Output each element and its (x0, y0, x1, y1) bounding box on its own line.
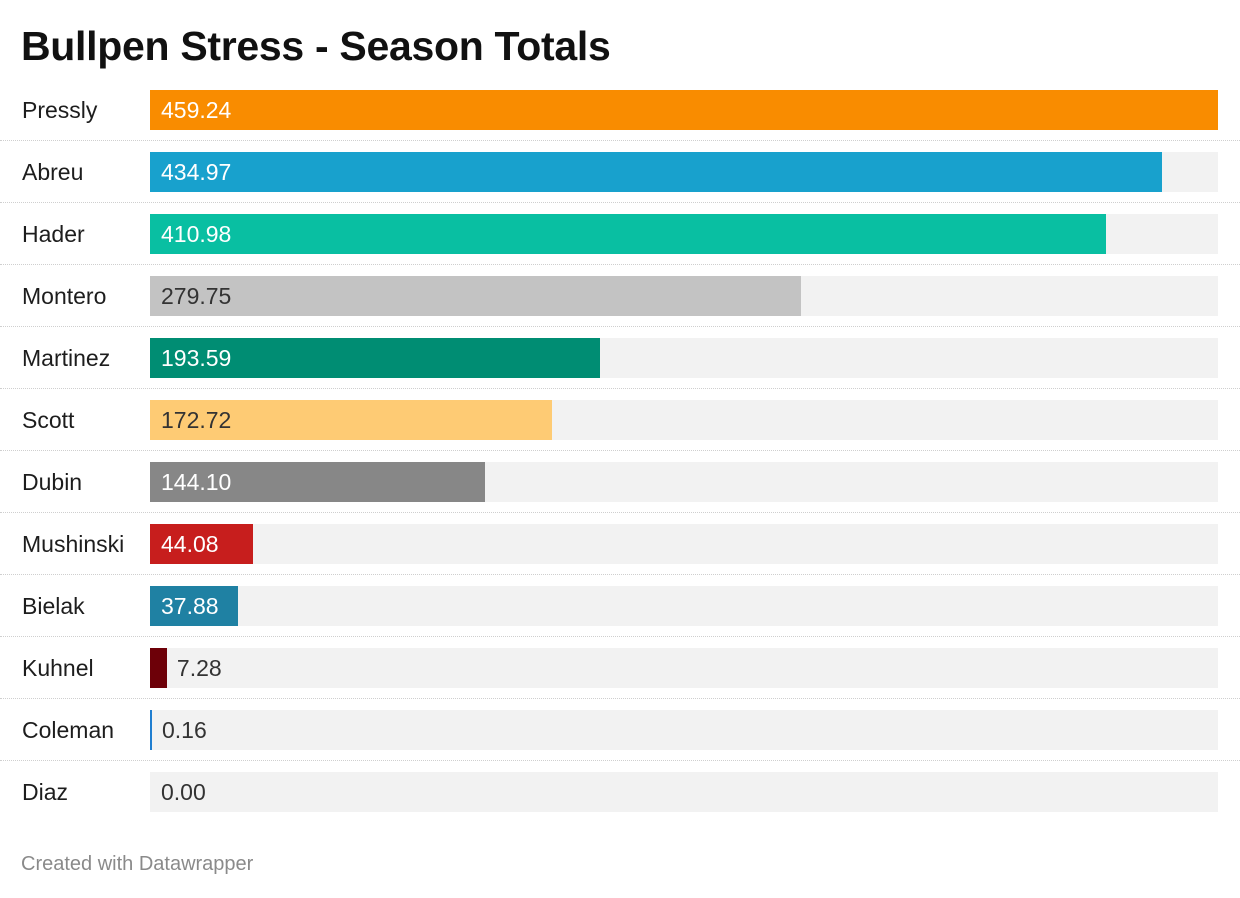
category-label: Bielak (22, 593, 85, 619)
category-label: Diaz (22, 779, 69, 805)
value-label: 37.88 (161, 593, 219, 619)
bar (150, 462, 486, 502)
category-label: Hader (22, 221, 85, 247)
value-label: 0.16 (162, 717, 207, 743)
bar (150, 648, 167, 688)
bar-track: 44.08 (150, 524, 1218, 564)
bar (150, 524, 253, 564)
category-label: Kuhnel (22, 655, 94, 681)
value-label: 172.72 (161, 407, 232, 433)
bar-row: Scott 172.72 (0, 389, 1240, 451)
bar-track: 0.00 (150, 772, 1218, 812)
bar-row: Hader 410.98 (0, 203, 1240, 265)
bar (150, 400, 552, 440)
category-label: Scott (22, 407, 75, 433)
bar-track: 459.24 (150, 90, 1218, 130)
bar-chart: Pressly 459.24 Abreu 434.97 Hader 410.98 Monte… (0, 79, 1240, 823)
value-label: 410.98 (161, 221, 232, 247)
category-label: Mushinski (22, 531, 125, 557)
category-label: Pressly (22, 97, 98, 123)
bar-row: Kuhnel 7.28 (0, 637, 1240, 699)
bar-track: 7.28 (150, 648, 1218, 688)
bar-track: 0.16 (150, 710, 1218, 750)
datawrapper-credit: Created with Datawrapper (21, 853, 254, 875)
category-label: Coleman (22, 717, 115, 743)
category-label: Martinez (22, 345, 111, 371)
bar-row: Montero 279.75 (0, 265, 1240, 327)
bar (150, 152, 1162, 192)
bar-track: 193.59 (150, 338, 1218, 378)
bar (150, 586, 239, 626)
bar-row: Mushinski 44.08 (0, 513, 1240, 575)
bar-track: 144.10 (150, 462, 1218, 502)
bar (150, 90, 1218, 130)
value-label: 144.10 (161, 469, 232, 495)
bar (150, 276, 801, 316)
bar-track: 410.98 (150, 214, 1218, 254)
category-label: Abreu (22, 159, 84, 185)
value-label: 193.59 (161, 345, 232, 371)
bar-row: Martinez 193.59 (0, 327, 1240, 389)
bar (150, 214, 1106, 254)
bar-row: Abreu 434.97 (0, 141, 1240, 203)
chart-title: Bullpen Stress - Season Totals (21, 23, 611, 69)
bar-track: 279.75 (150, 276, 1218, 316)
bar-row: Coleman 0.16 (0, 699, 1240, 761)
value-label: 459.24 (161, 97, 232, 123)
bar-row: Diaz 0.00 (0, 761, 1240, 823)
bar-track: 434.97 (150, 152, 1218, 192)
category-label: Dubin (22, 469, 83, 495)
value-label: 279.75 (161, 283, 232, 309)
bar (150, 338, 601, 378)
bar-row: Bielak 37.88 (0, 575, 1240, 637)
bar (150, 710, 152, 750)
bar-track: 37.88 (150, 586, 1218, 626)
value-label: 0.00 (161, 779, 206, 805)
value-label: 44.08 (161, 531, 219, 557)
value-label: 7.28 (176, 655, 222, 681)
category-label: Montero (22, 283, 107, 309)
bar-row: Pressly 459.24 (0, 79, 1240, 141)
bar-row: Dubin 144.10 (0, 451, 1240, 513)
value-label: 434.97 (161, 159, 232, 185)
bar-track: 172.72 (150, 400, 1218, 440)
